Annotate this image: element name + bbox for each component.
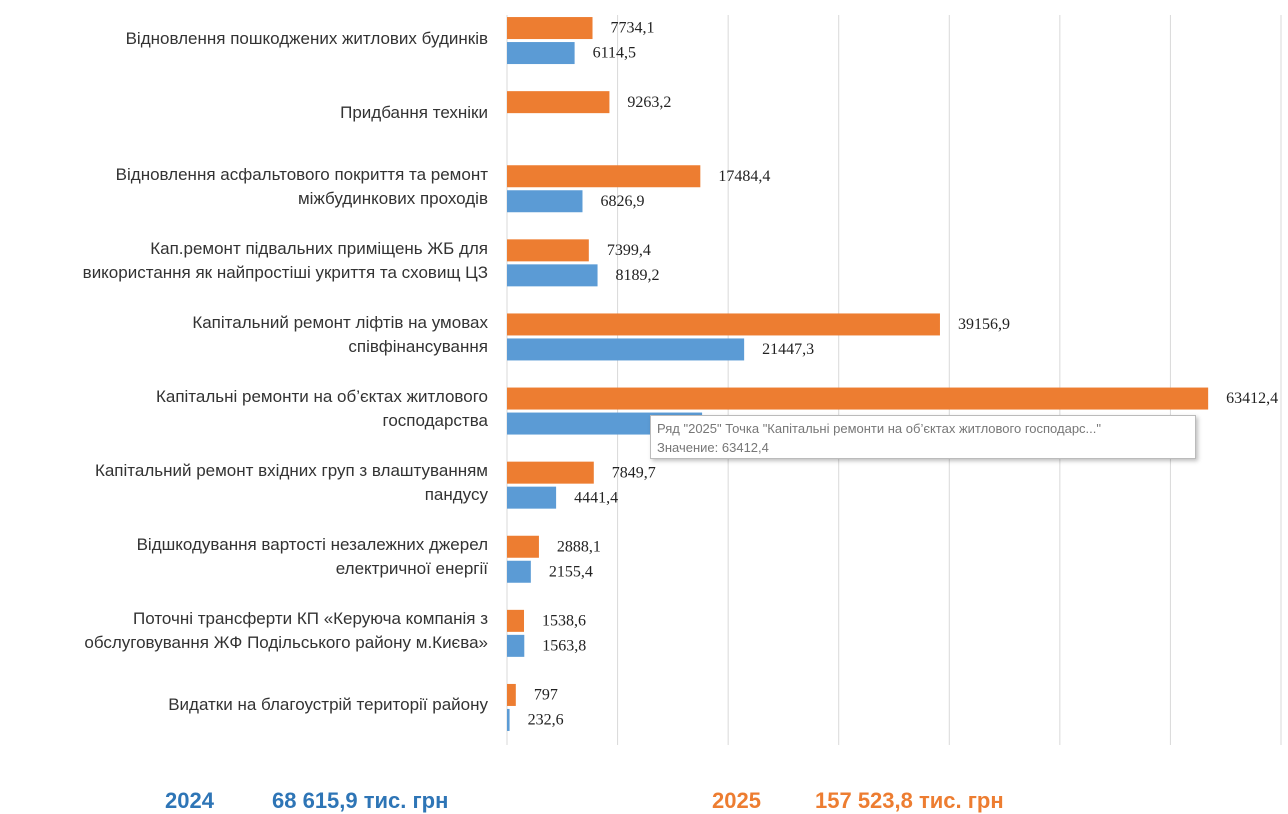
value-label: 21447,3	[762, 341, 814, 358]
value-label: 17484,4	[718, 168, 770, 185]
legend-year: 2025	[712, 788, 761, 813]
category-label: Капітальний ремонт вхідних груп з влашту…	[94, 461, 488, 505]
bar	[507, 239, 589, 262]
bar	[507, 313, 940, 336]
bar	[507, 264, 598, 287]
legend-total: 68 615,9 тис. грн	[272, 788, 449, 813]
value-label: 63412,4	[1226, 390, 1278, 407]
value-label: 6114,5	[593, 45, 636, 62]
category-label: Капітальний ремонт ліфтів на умовах спів…	[192, 312, 488, 356]
bar	[507, 609, 525, 632]
bar	[507, 190, 583, 213]
value-label: 2155,4	[549, 563, 593, 580]
bar	[507, 634, 525, 657]
value-label: 232,6	[528, 712, 564, 729]
category-label: Відновлення пошкоджених житлових будинкі…	[125, 28, 488, 48]
bar	[507, 535, 539, 558]
bar	[507, 42, 575, 65]
tooltip: Ряд "2025" Точка "Капітальні ремонти на …	[650, 415, 1196, 459]
value-label: 8189,2	[616, 267, 660, 284]
value-label: 7734,1	[611, 20, 655, 37]
value-label: 7849,7	[612, 464, 656, 481]
bar	[507, 560, 531, 583]
value-label: 6826,9	[600, 193, 644, 210]
tooltip-text: Ряд "2025" Точка "Капітальні ремонти на …	[657, 421, 1101, 436]
value-label: 7399,4	[607, 242, 651, 259]
legend-total: 157 523,8 тис. грн	[815, 788, 1004, 813]
bar	[507, 387, 1209, 410]
bar	[507, 91, 610, 114]
bar	[507, 461, 594, 484]
category-label: Видатки на благоустрій території району	[168, 695, 488, 715]
value-label: 4441,4	[574, 489, 618, 506]
category-label: Капітальні ремонти на об’єктах житлового…	[155, 387, 488, 431]
category-label: Кап.ремонт підвальних приміщень ЖБ для в…	[82, 238, 488, 282]
bar	[507, 17, 593, 40]
bar	[507, 708, 510, 731]
value-label: 1563,8	[542, 638, 586, 655]
value-label: 39156,9	[958, 316, 1010, 333]
value-label: 797	[534, 687, 558, 704]
category-label: Придбання техніки	[340, 102, 488, 122]
tooltip-text: Значение: 63412,4	[657, 440, 769, 455]
bar	[507, 165, 701, 188]
bar	[507, 486, 557, 509]
category-label: Відшкодування вартості незалежних джерел…	[136, 535, 488, 579]
value-label: 1538,6	[542, 613, 586, 630]
category-label: Відновлення асфальтового покриття та рем…	[115, 164, 488, 208]
value-label: 2888,1	[557, 538, 601, 555]
bar	[507, 683, 516, 706]
bar	[507, 338, 745, 361]
value-label: 9263,2	[627, 94, 671, 111]
legend-year: 2024	[165, 788, 214, 813]
category-label: Поточні трансферти КП «Керуюча компанія …	[84, 609, 488, 653]
